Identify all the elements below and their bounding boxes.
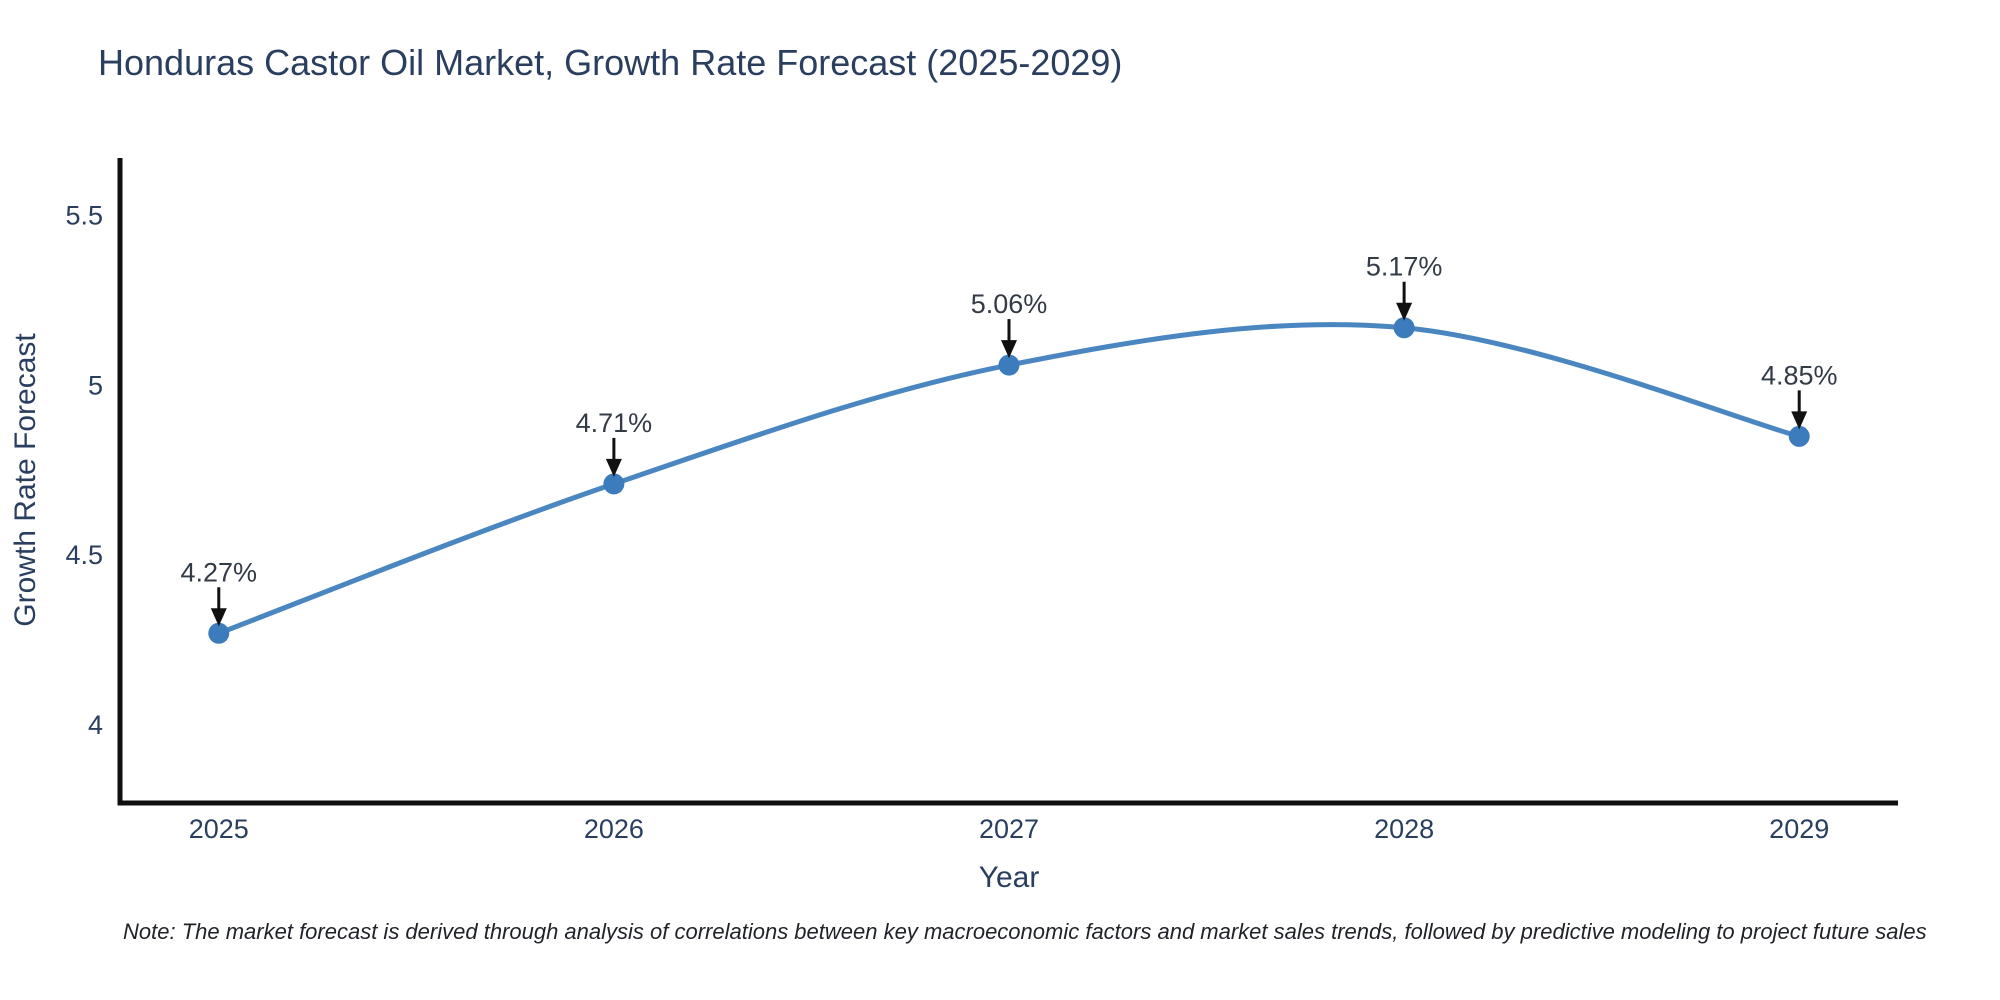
data-point-2026: [603, 473, 625, 495]
annotation-label: 4.71%: [576, 408, 653, 438]
x-tick-label: 2029: [1769, 814, 1829, 844]
y-tick-label: 4: [88, 710, 103, 740]
x-axis-title: Year: [978, 861, 1040, 894]
data-point-2025: [208, 622, 230, 644]
annotation-label: 4.27%: [180, 557, 257, 587]
chart-title: Honduras Castor Oil Market, Growth Rate …: [98, 42, 1123, 83]
annotation-label: 5.17%: [1366, 252, 1443, 282]
data-point-2027: [998, 354, 1020, 376]
y-tick-label: 5.5: [65, 201, 103, 231]
annotation-label: 4.85%: [1761, 360, 1838, 390]
x-tick-label: 2027: [979, 814, 1039, 844]
x-tick-label: 2028: [1374, 814, 1434, 844]
x-tick-label: 2025: [189, 814, 249, 844]
footnote: Note: The market forecast is derived thr…: [123, 919, 1927, 944]
annotation-arrow-head: [1396, 302, 1413, 321]
data-point-2028: [1393, 317, 1415, 339]
annotation-arrow-head: [210, 608, 227, 627]
annotation-arrow-head: [605, 458, 622, 477]
data-point-2029: [1788, 425, 1810, 447]
annotation-arrow-head: [1791, 411, 1808, 430]
y-tick-label: 4.5: [65, 540, 103, 570]
y-tick-label: 5: [88, 370, 103, 400]
annotation-arrow-head: [1001, 340, 1017, 359]
annotation-label: 5.06%: [971, 289, 1048, 319]
x-tick-label: 2026: [584, 814, 644, 844]
